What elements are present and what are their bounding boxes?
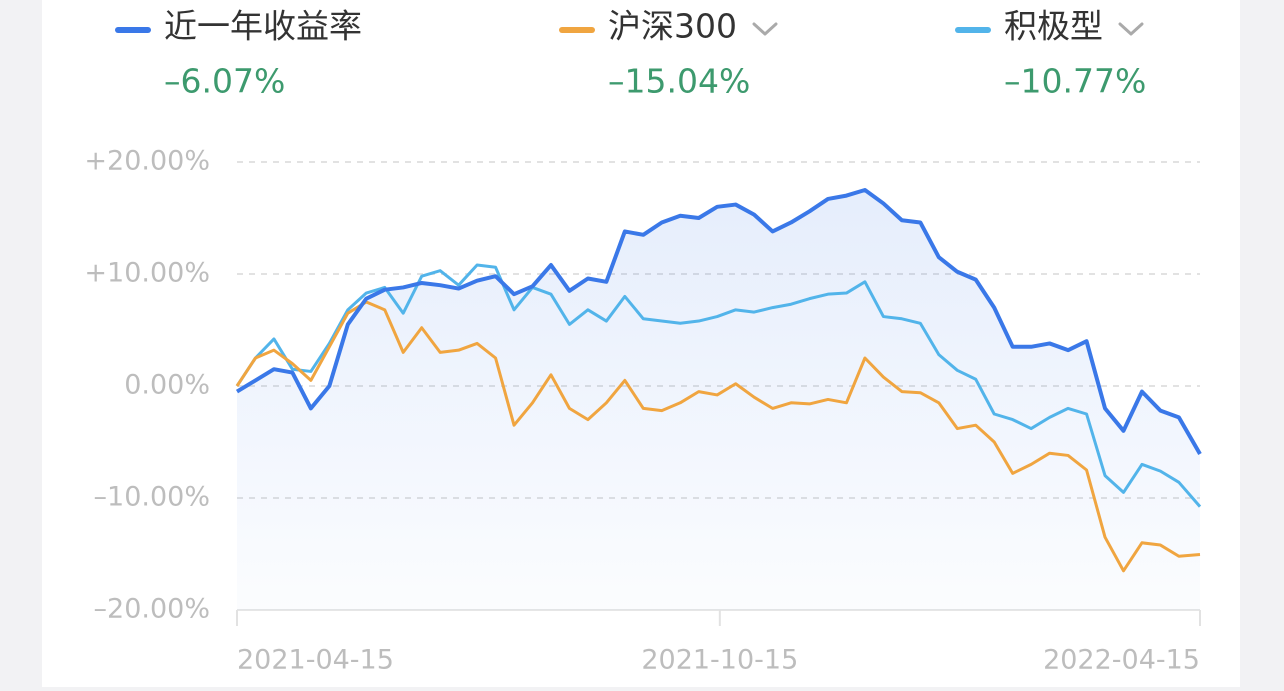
- legend-value: –6.07%: [164, 62, 285, 101]
- y-tick-label: 0.00%: [124, 370, 210, 401]
- legend-value: –15.04%: [608, 62, 750, 101]
- y-tick-label: +10.00%: [84, 258, 210, 289]
- area: [237, 190, 1200, 610]
- x-tick-label: 2021-04-15: [237, 645, 394, 676]
- line: [235, 263, 1202, 508]
- dropdown-chevron[interactable]: [1118, 22, 1144, 36]
- legend-label[interactable]: 积极型: [1004, 7, 1103, 46]
- x-tick-label: 2022-04-15: [1043, 645, 1200, 676]
- line: [235, 300, 1201, 573]
- dropdown-chevron[interactable]: [752, 22, 778, 36]
- line: [235, 188, 1202, 455]
- y-tick-label: +20.00%: [84, 146, 210, 177]
- legend-label[interactable]: 沪深300: [608, 7, 737, 46]
- y-tick-label: –10.00%: [94, 482, 210, 513]
- legend-value: –10.77%: [1004, 62, 1146, 101]
- y-tick-label: –20.00%: [94, 594, 210, 625]
- x-tick-label: 2021-10-15: [641, 645, 798, 676]
- legend-label: 近一年收益率: [164, 7, 362, 46]
